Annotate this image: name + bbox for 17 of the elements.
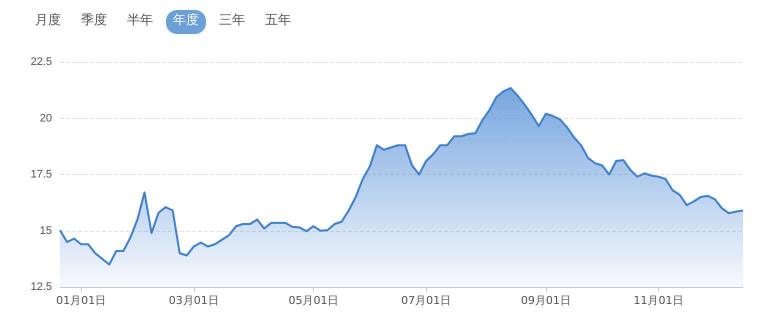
text: 年度 xyxy=(166,10,206,34)
x-tick-label: 01月01日 xyxy=(56,294,106,307)
text: 季度 xyxy=(80,12,108,30)
x-tick-label: 09月01日 xyxy=(520,294,571,307)
x-tick-label: 03月01日 xyxy=(168,294,219,307)
text: 月度 xyxy=(34,12,62,30)
text: 三年 xyxy=(218,12,246,30)
text: 半年 xyxy=(126,12,154,30)
y-tick-label: 12.5 xyxy=(30,281,52,293)
text: 五年 xyxy=(264,12,292,30)
y-tick-label: 17.5 xyxy=(30,168,52,180)
y-tick-label: 20 xyxy=(40,112,52,124)
y-tick-label: 22.5 xyxy=(30,56,52,68)
y-tick-label: 15 xyxy=(40,224,52,237)
x-tick-label: 11月01日 xyxy=(634,294,684,307)
x-tick-label: 07月01日 xyxy=(401,294,452,307)
x-tick-label: 05月01日 xyxy=(288,294,338,307)
